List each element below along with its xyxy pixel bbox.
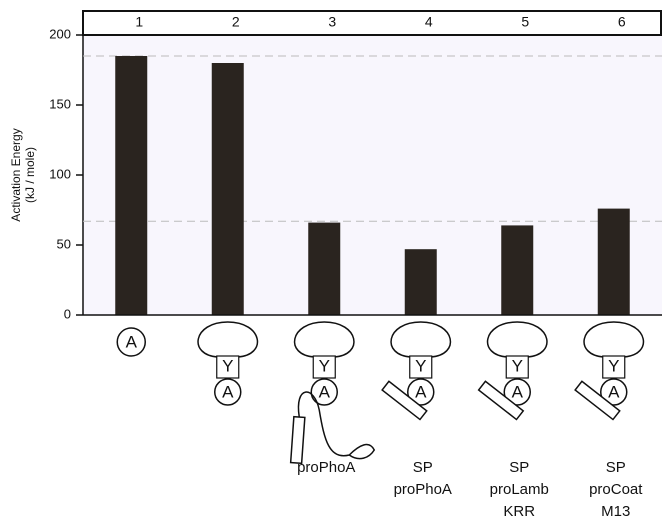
glyph-peptide bbox=[291, 417, 305, 464]
glyph-letter: A bbox=[126, 332, 138, 351]
bar bbox=[598, 209, 630, 315]
glyph-letter: Y bbox=[415, 356, 426, 375]
category-description: KRR bbox=[503, 503, 535, 520]
glyph-letter: Y bbox=[222, 356, 233, 375]
glyph-letter: Y bbox=[608, 356, 619, 375]
y-tick-label: 50 bbox=[57, 236, 71, 251]
y-tick-label: 100 bbox=[49, 166, 71, 181]
glyph-letter: A bbox=[319, 382, 331, 401]
glyph-loop bbox=[295, 322, 354, 357]
category-description: proPhoA bbox=[394, 481, 452, 498]
bar bbox=[115, 56, 147, 315]
bar bbox=[501, 225, 533, 315]
glyph-letter: A bbox=[608, 382, 620, 401]
glyph-letter: Y bbox=[319, 356, 330, 375]
glyph-loop bbox=[391, 322, 450, 357]
glyph-letter: A bbox=[222, 382, 234, 401]
chart: Activation Energy (kJ / mole) 0 50 100 150 2… bbox=[0, 0, 662, 523]
category-description: proPhoA bbox=[297, 459, 355, 476]
glyph-letter: A bbox=[415, 382, 427, 401]
category-description: M13 bbox=[601, 503, 630, 520]
x-tick-label: 3 bbox=[328, 14, 336, 30]
x-tick-label: 4 bbox=[425, 14, 433, 30]
category-description: proLamb bbox=[490, 481, 549, 498]
bar bbox=[308, 223, 340, 315]
category-description: SP bbox=[413, 459, 433, 476]
y-tick-label: 150 bbox=[49, 96, 71, 111]
header-box bbox=[83, 11, 661, 35]
y-axis-label-line: Activation Energy bbox=[9, 128, 23, 221]
plot-area bbox=[83, 35, 662, 315]
y-axis-label-line: (kJ / mole) bbox=[23, 147, 37, 203]
glyph-loop bbox=[584, 322, 643, 357]
bar bbox=[212, 63, 244, 315]
x-tick-label: 2 bbox=[232, 14, 240, 30]
glyph-chain bbox=[298, 392, 374, 459]
y-axis-label: Activation Energy (kJ / mole) bbox=[9, 128, 37, 221]
glyph-loop bbox=[488, 322, 547, 357]
category-description: SP bbox=[509, 459, 529, 476]
glyph-letter: A bbox=[512, 382, 524, 401]
y-tick-label: 200 bbox=[49, 26, 71, 41]
x-tick-label: 5 bbox=[521, 14, 529, 30]
bar bbox=[405, 249, 437, 315]
category-description: proCoat bbox=[589, 481, 643, 498]
y-tick-label: 0 bbox=[64, 306, 71, 321]
glyph-letter: Y bbox=[512, 356, 523, 375]
x-tick-label: 6 bbox=[618, 14, 626, 30]
category-description: SP bbox=[606, 459, 626, 476]
glyph-loop bbox=[198, 322, 257, 357]
x-tick-label: 1 bbox=[135, 14, 143, 30]
